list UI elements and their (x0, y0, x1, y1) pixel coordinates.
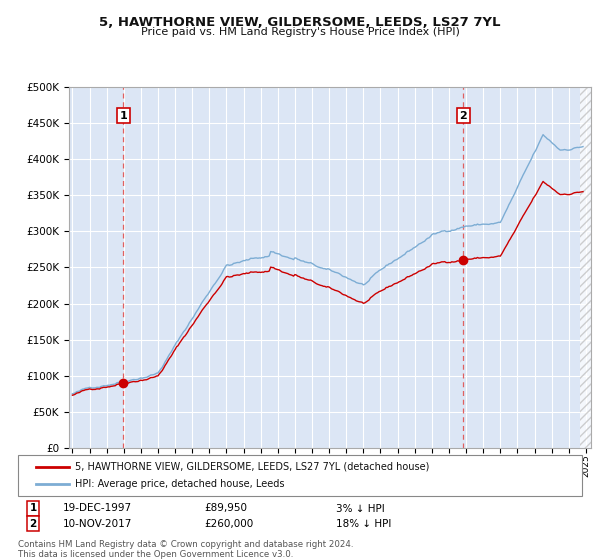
Text: 5, HAWTHORNE VIEW, GILDERSOME, LEEDS, LS27 7YL (detached house): 5, HAWTHORNE VIEW, GILDERSOME, LEEDS, LS… (75, 461, 430, 472)
Text: 2: 2 (29, 519, 37, 529)
Text: HPI: Average price, detached house, Leeds: HPI: Average price, detached house, Leed… (75, 479, 284, 489)
Text: 3% ↓ HPI: 3% ↓ HPI (336, 503, 385, 514)
Text: 1: 1 (29, 503, 37, 514)
Text: 18% ↓ HPI: 18% ↓ HPI (336, 519, 391, 529)
Text: 10-NOV-2017: 10-NOV-2017 (63, 519, 133, 529)
Text: 5, HAWTHORNE VIEW, GILDERSOME, LEEDS, LS27 7YL: 5, HAWTHORNE VIEW, GILDERSOME, LEEDS, LS… (99, 16, 501, 29)
Text: £89,950: £89,950 (204, 503, 247, 514)
Text: £260,000: £260,000 (204, 519, 253, 529)
Text: Contains HM Land Registry data © Crown copyright and database right 2024.
This d: Contains HM Land Registry data © Crown c… (18, 540, 353, 559)
Text: Price paid vs. HM Land Registry's House Price Index (HPI): Price paid vs. HM Land Registry's House … (140, 27, 460, 37)
Text: 1: 1 (119, 111, 127, 121)
Text: 19-DEC-1997: 19-DEC-1997 (63, 503, 132, 514)
Text: 2: 2 (459, 111, 467, 121)
